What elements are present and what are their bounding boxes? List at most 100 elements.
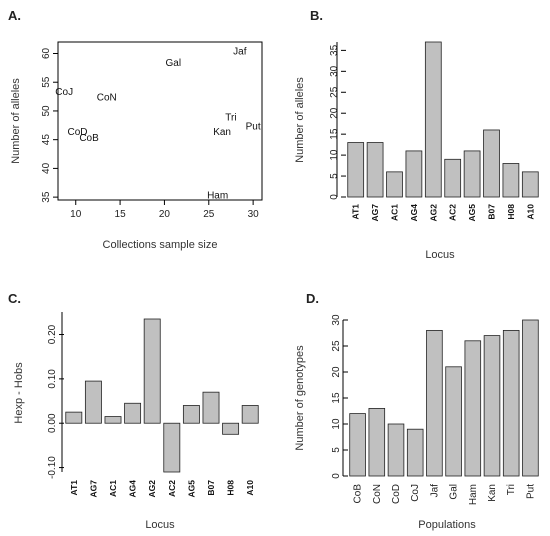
- panel-c-category-label: H08: [226, 480, 236, 496]
- panel-d-bar: [483, 335, 501, 477]
- panel-d-bar: [426, 329, 443, 477]
- panel-a-point-label: Tri: [225, 113, 236, 124]
- panel-c-y-tick-label: 0.20: [47, 324, 58, 344]
- panel-a-y-tick-label: 55: [41, 76, 52, 88]
- panel-d-y-axis-label: Number of genotypes: [294, 345, 306, 451]
- panel-b-y-tick-label: 15: [329, 128, 340, 140]
- panel-b-bar: [444, 158, 462, 198]
- panel-a-letter: A.: [8, 8, 21, 23]
- panel-d-x-axis-label: Populations: [418, 519, 476, 531]
- panel-b-y-tick-label: 0: [329, 194, 340, 200]
- panel-d-category-label: Ham: [468, 484, 479, 505]
- panel-b-bar: [347, 142, 365, 198]
- panel-b-y-tick-label: 5: [329, 173, 340, 179]
- panel-a-point-label: Kan: [213, 127, 231, 138]
- panel-b-y-tick-label: 35: [329, 44, 340, 56]
- panel-b-category-label: AG4: [409, 204, 419, 222]
- panel-b-y-tick-label: 30: [329, 65, 340, 77]
- panel-c-category-label: AG4: [128, 480, 138, 498]
- panel-c-category-label: AT1: [69, 480, 79, 496]
- panel-c-bar: [84, 380, 102, 424]
- panel-d-y-tick-label: 20: [331, 366, 342, 378]
- panel-d-bar: [406, 428, 424, 477]
- panel-c-category-label: AG7: [88, 480, 98, 498]
- panel-c-category-label: B07: [206, 480, 216, 496]
- panel-c-category-label: AG5: [186, 480, 196, 498]
- panel-d-y-tick-label: 15: [331, 392, 342, 404]
- panel-d-y-tick-label: 25: [331, 340, 342, 352]
- panel-c-bar: [143, 318, 161, 424]
- panel-b-category-label: AG7: [370, 204, 380, 222]
- panel-c-bar: [182, 405, 200, 424]
- panel-a-x-tick-label: 10: [70, 209, 82, 220]
- panel-b-bar: [502, 163, 520, 198]
- panel-b-category-label: H08: [506, 204, 516, 220]
- panel-b-category-label: AC1: [390, 204, 400, 221]
- panel-b-y-axis-label: Number of alleles: [294, 77, 306, 163]
- panel-b-bar: [386, 171, 403, 198]
- panel-d-category-label: CoD: [391, 484, 402, 504]
- panel-d-bar: [445, 366, 462, 477]
- panel-b-category-label: AG2: [428, 204, 438, 222]
- panel-d-bar: [502, 329, 520, 477]
- panel-d-category-label: Tri: [506, 484, 517, 495]
- panel-d-y-tick-label: 0: [331, 473, 342, 479]
- panel-a-point-label: Put: [246, 121, 261, 132]
- panel-a-point-label: Ham: [207, 190, 228, 201]
- panel-b-category-label: AG5: [467, 204, 477, 222]
- panel-d-letter: D.: [306, 291, 319, 306]
- panel-c-category-label: AC1: [108, 480, 118, 497]
- panel-a-point-label: Jaf: [233, 47, 247, 58]
- panel-a-x-axis-label: Collections sample size: [103, 239, 218, 251]
- panel-a-y-tick-label: 60: [41, 47, 52, 59]
- panel-d-category-label: CoJ: [410, 484, 421, 502]
- panel-c-category-label: A10: [245, 480, 255, 496]
- panel-b-bar: [405, 150, 423, 198]
- panel-b-letter: B.: [310, 8, 323, 23]
- panel-c-y-tick-label: 0.10: [47, 369, 58, 389]
- panel-d-category-label: Jaf: [429, 484, 440, 498]
- panel-d-category-label: Gal: [449, 484, 460, 500]
- panel-d-bar: [464, 340, 482, 477]
- panel-d-bar: [387, 423, 405, 477]
- panel-a-y-tick-label: 45: [41, 134, 52, 146]
- panel-b-bar: [483, 129, 500, 198]
- panel-d-category-label: Put: [525, 484, 536, 499]
- panel-c-letter: C.: [8, 291, 21, 306]
- panel-c: C. -0.10 0.00 0.10 0.20 AT1 AG7 AC1 AG4 AG2 AC2 A…: [8, 291, 259, 531]
- panel-b-bar: [521, 171, 539, 198]
- panel-a-plot-frame: [57, 41, 263, 201]
- panel-b: B. 0 5 10 15 20 25 30 35 AT1 AG7 AC1 AG4 AG2 AC2 AG5 B…: [294, 8, 539, 261]
- panel-b-category-label: AC2: [448, 204, 458, 221]
- panel-d-bar: [522, 319, 539, 477]
- panel-d-category-label: CoN: [372, 484, 383, 504]
- panel-b-category-label: AT1: [351, 204, 361, 220]
- panel-d-y-tick-label: 10: [331, 418, 342, 430]
- panel-b-bar: [366, 142, 384, 198]
- panel-b-category-label: B07: [487, 204, 497, 220]
- panel-a-y-tick-label: 50: [41, 105, 52, 117]
- panel-b-x-axis-label: Locus: [425, 249, 455, 261]
- panel-a-point-label: CoJ: [55, 87, 73, 98]
- panel-d-y-tick-label: 30: [331, 314, 342, 326]
- panel-c-bar: [241, 405, 259, 424]
- panel-c-bar: [202, 391, 220, 424]
- panel-c-bar: [65, 411, 83, 424]
- panel-a-x-tick-label: 30: [248, 209, 260, 220]
- panel-d-category-label: Kan: [487, 484, 498, 502]
- panel-b-bar: [424, 41, 442, 198]
- panel-a-point-label: Gal: [166, 58, 182, 69]
- panel-d-category-label: CoB: [353, 484, 364, 504]
- panel-a-x-tick-label: 15: [115, 209, 127, 220]
- panel-c-bar: [163, 422, 181, 473]
- panel-a-y-axis-label: Number of alleles: [10, 78, 22, 164]
- panel-b-category-label: A10: [525, 204, 535, 220]
- panel-b-bar: [463, 150, 481, 198]
- panel-c-y-axis-label: Hexp - Hobs: [13, 362, 25, 424]
- panel-a-point-label: CoD: [68, 127, 88, 138]
- panel-a-point-label: CoN: [97, 93, 117, 104]
- panel-b-y-tick-label: 20: [329, 107, 340, 119]
- panel-a-y-tick-label: 35: [41, 191, 52, 203]
